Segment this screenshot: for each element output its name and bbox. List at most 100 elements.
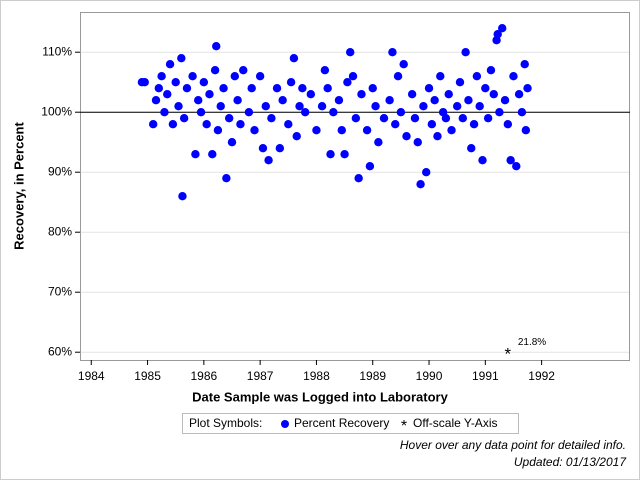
point bbox=[160, 108, 169, 117]
legend-label: Off-scale Y-Axis bbox=[413, 416, 497, 430]
point bbox=[230, 72, 240, 81]
plot-area bbox=[80, 12, 630, 361]
legend bbox=[182, 413, 519, 434]
point bbox=[455, 78, 465, 87]
point bbox=[191, 150, 200, 159]
point bbox=[267, 114, 276, 123]
point bbox=[278, 96, 287, 105]
point bbox=[354, 174, 363, 183]
point bbox=[520, 59, 529, 69]
point bbox=[340, 150, 349, 159]
point bbox=[346, 48, 355, 57]
point bbox=[236, 120, 245, 129]
y-tick-label: 70% bbox=[48, 284, 72, 298]
point bbox=[151, 96, 161, 105]
point bbox=[213, 126, 223, 135]
point bbox=[148, 120, 158, 129]
point bbox=[323, 84, 332, 93]
point bbox=[177, 54, 186, 63]
point bbox=[224, 114, 234, 123]
point bbox=[205, 90, 214, 99]
point bbox=[286, 78, 296, 87]
point bbox=[239, 66, 248, 75]
point bbox=[452, 102, 462, 111]
point bbox=[194, 96, 203, 105]
point bbox=[179, 114, 189, 123]
point bbox=[178, 192, 187, 201]
point bbox=[351, 114, 361, 123]
point bbox=[365, 162, 375, 171]
point bbox=[275, 144, 285, 153]
point bbox=[357, 90, 366, 99]
point bbox=[208, 150, 217, 159]
point bbox=[140, 78, 149, 87]
point bbox=[334, 96, 344, 105]
off-scale-point: * bbox=[505, 345, 512, 364]
y-axis-label: Recovery, in Percent bbox=[11, 122, 26, 250]
point bbox=[424, 84, 434, 93]
point bbox=[216, 102, 225, 111]
point bbox=[362, 126, 372, 135]
point bbox=[298, 84, 307, 93]
point bbox=[467, 144, 476, 153]
point bbox=[447, 126, 456, 135]
point bbox=[393, 72, 403, 81]
point bbox=[416, 180, 425, 189]
point bbox=[163, 90, 172, 99]
point bbox=[306, 90, 316, 99]
y-tick-label: 60% bbox=[48, 344, 72, 358]
point bbox=[227, 138, 237, 147]
x-tick-label: 1984 bbox=[78, 369, 105, 383]
point bbox=[458, 114, 468, 123]
point bbox=[444, 90, 453, 99]
point bbox=[368, 84, 377, 93]
point bbox=[410, 114, 420, 123]
point bbox=[521, 126, 531, 135]
point bbox=[210, 66, 220, 75]
point bbox=[202, 120, 211, 129]
note: Hover over any data point for detailed i… bbox=[400, 438, 626, 452]
x-tick-label: 1992 bbox=[528, 369, 555, 383]
point bbox=[486, 66, 496, 75]
point bbox=[289, 54, 299, 63]
x-tick-label: 1985 bbox=[134, 369, 161, 383]
legend-title: Plot Symbols: bbox=[189, 416, 262, 430]
point bbox=[512, 162, 521, 171]
point bbox=[154, 84, 164, 93]
point bbox=[219, 84, 228, 93]
x-tick-label: 1987 bbox=[247, 369, 274, 383]
point bbox=[212, 42, 221, 51]
point bbox=[247, 84, 256, 93]
point bbox=[312, 126, 321, 135]
point bbox=[233, 96, 242, 105]
point bbox=[329, 108, 338, 117]
y-tick-label: 90% bbox=[48, 164, 72, 178]
x-tick-label: 1986 bbox=[190, 369, 217, 383]
y-tick-label: 100% bbox=[41, 104, 72, 118]
point bbox=[196, 108, 206, 117]
point bbox=[478, 156, 487, 165]
x-tick-label: 1991 bbox=[472, 369, 499, 383]
point bbox=[523, 84, 532, 93]
x-tick-label: 1988 bbox=[303, 369, 330, 383]
data-label: 21.8% bbox=[518, 337, 546, 348]
y-tick-label: 80% bbox=[48, 224, 72, 238]
point bbox=[165, 59, 175, 69]
point bbox=[379, 114, 389, 123]
point bbox=[168, 120, 178, 129]
point bbox=[337, 126, 346, 135]
point bbox=[475, 102, 484, 111]
point bbox=[320, 66, 330, 75]
point bbox=[385, 96, 394, 105]
point bbox=[483, 114, 493, 123]
point bbox=[295, 102, 304, 111]
point bbox=[272, 84, 282, 93]
point bbox=[188, 72, 197, 81]
point bbox=[430, 96, 439, 105]
point bbox=[255, 72, 265, 81]
legend-symbol bbox=[281, 420, 289, 428]
point bbox=[503, 120, 513, 129]
point bbox=[348, 72, 358, 81]
point bbox=[517, 108, 527, 117]
